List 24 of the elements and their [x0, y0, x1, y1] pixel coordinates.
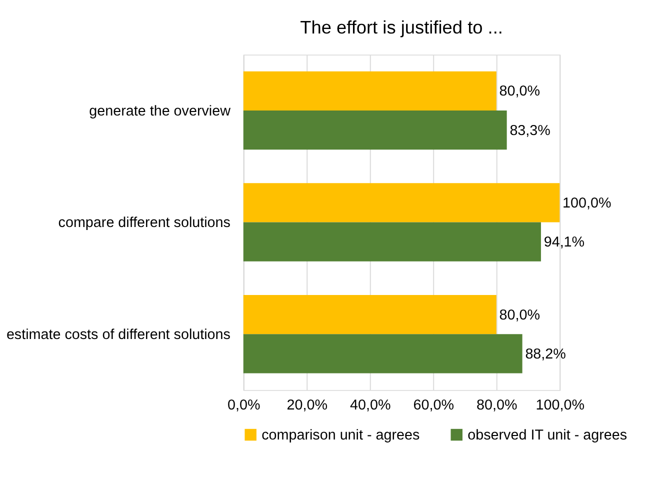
legend-label: observed IT unit - agrees [468, 428, 628, 444]
x-tick-label: 100,0% [536, 398, 585, 414]
x-tick-label: 0,0% [228, 398, 260, 414]
bar [243, 110, 507, 150]
y-tick-label: compare different solutions [58, 215, 230, 232]
bar [243, 294, 496, 334]
data-label: 80,0% [499, 84, 540, 100]
x-tick-label: 40,0% [350, 398, 391, 414]
data-label: 80,0% [499, 307, 540, 324]
legend-label: comparison unit - agrees [262, 428, 420, 444]
data-label: 83,3% [510, 122, 551, 139]
bar [243, 71, 496, 110]
x-tick-label: 60,0% [413, 398, 454, 414]
bar [243, 334, 522, 374]
bar [243, 183, 560, 222]
y-tick-label: generate the overview [89, 103, 232, 120]
bar [243, 222, 541, 262]
chart-title: The effort is justified to ... [300, 17, 503, 38]
y-tick-label: estimate costs of different solutions [6, 326, 230, 343]
data-label: 94,1% [544, 234, 585, 251]
x-tick-label: 20,0% [286, 398, 328, 414]
data-label: 88,2% [525, 346, 566, 362]
x-tick-label: 80,0% [476, 398, 518, 414]
data-label: 100,0% [562, 196, 612, 212]
